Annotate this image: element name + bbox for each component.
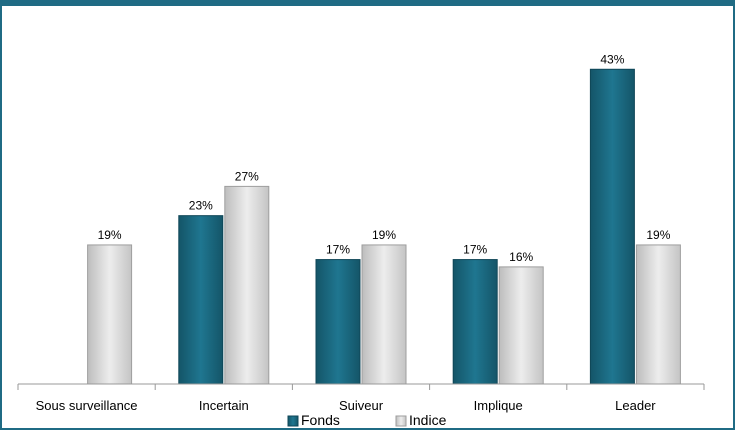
bar-indice-0: [87, 244, 133, 385]
data-label-fonds-2: 17%: [326, 243, 350, 257]
bar-indice-4: [635, 244, 681, 385]
bar-indice-1: [224, 185, 270, 385]
x-tick-label-1: Incertain: [199, 398, 249, 413]
data-label-indice-3: 16%: [509, 250, 533, 264]
data-label-indice-2: 19%: [372, 228, 396, 242]
bar-indice-3: [498, 266, 544, 385]
bar-fonds-3: [452, 259, 498, 385]
x-tick-label-4: Leader: [615, 398, 656, 413]
legend-label-indice: Indice: [409, 412, 447, 428]
legend-swatch-fonds: [287, 415, 299, 427]
data-label-indice-1: 27%: [235, 169, 259, 183]
bar-fonds-4: [589, 68, 635, 385]
bars-group: 19% 23% 27% 17% 19% 17% 16% 43% 19%: [87, 52, 681, 385]
data-label-fonds-4: 43%: [600, 52, 624, 66]
x-tick-label-3: Implique: [474, 398, 523, 413]
legend-label-fonds: Fonds: [301, 412, 340, 428]
bar-indice-2: [361, 244, 407, 385]
legend: Fonds Indice: [287, 412, 447, 428]
data-label-fonds-3: 17%: [463, 243, 487, 257]
bar-fonds-1: [178, 215, 224, 385]
data-label-fonds-1: 23%: [189, 199, 213, 213]
x-tick-label-2: Suiveur: [339, 398, 384, 413]
data-label-indice-0: 19%: [98, 228, 122, 242]
x-axis: Sous surveillance Incertain Suiveur Impliqu…: [17, 383, 705, 413]
data-label-indice-4: 19%: [646, 228, 670, 242]
legend-swatch-indice: [395, 415, 407, 427]
x-tick-label-0: Sous surveillance: [36, 398, 138, 413]
bar-fonds-2: [315, 259, 361, 385]
